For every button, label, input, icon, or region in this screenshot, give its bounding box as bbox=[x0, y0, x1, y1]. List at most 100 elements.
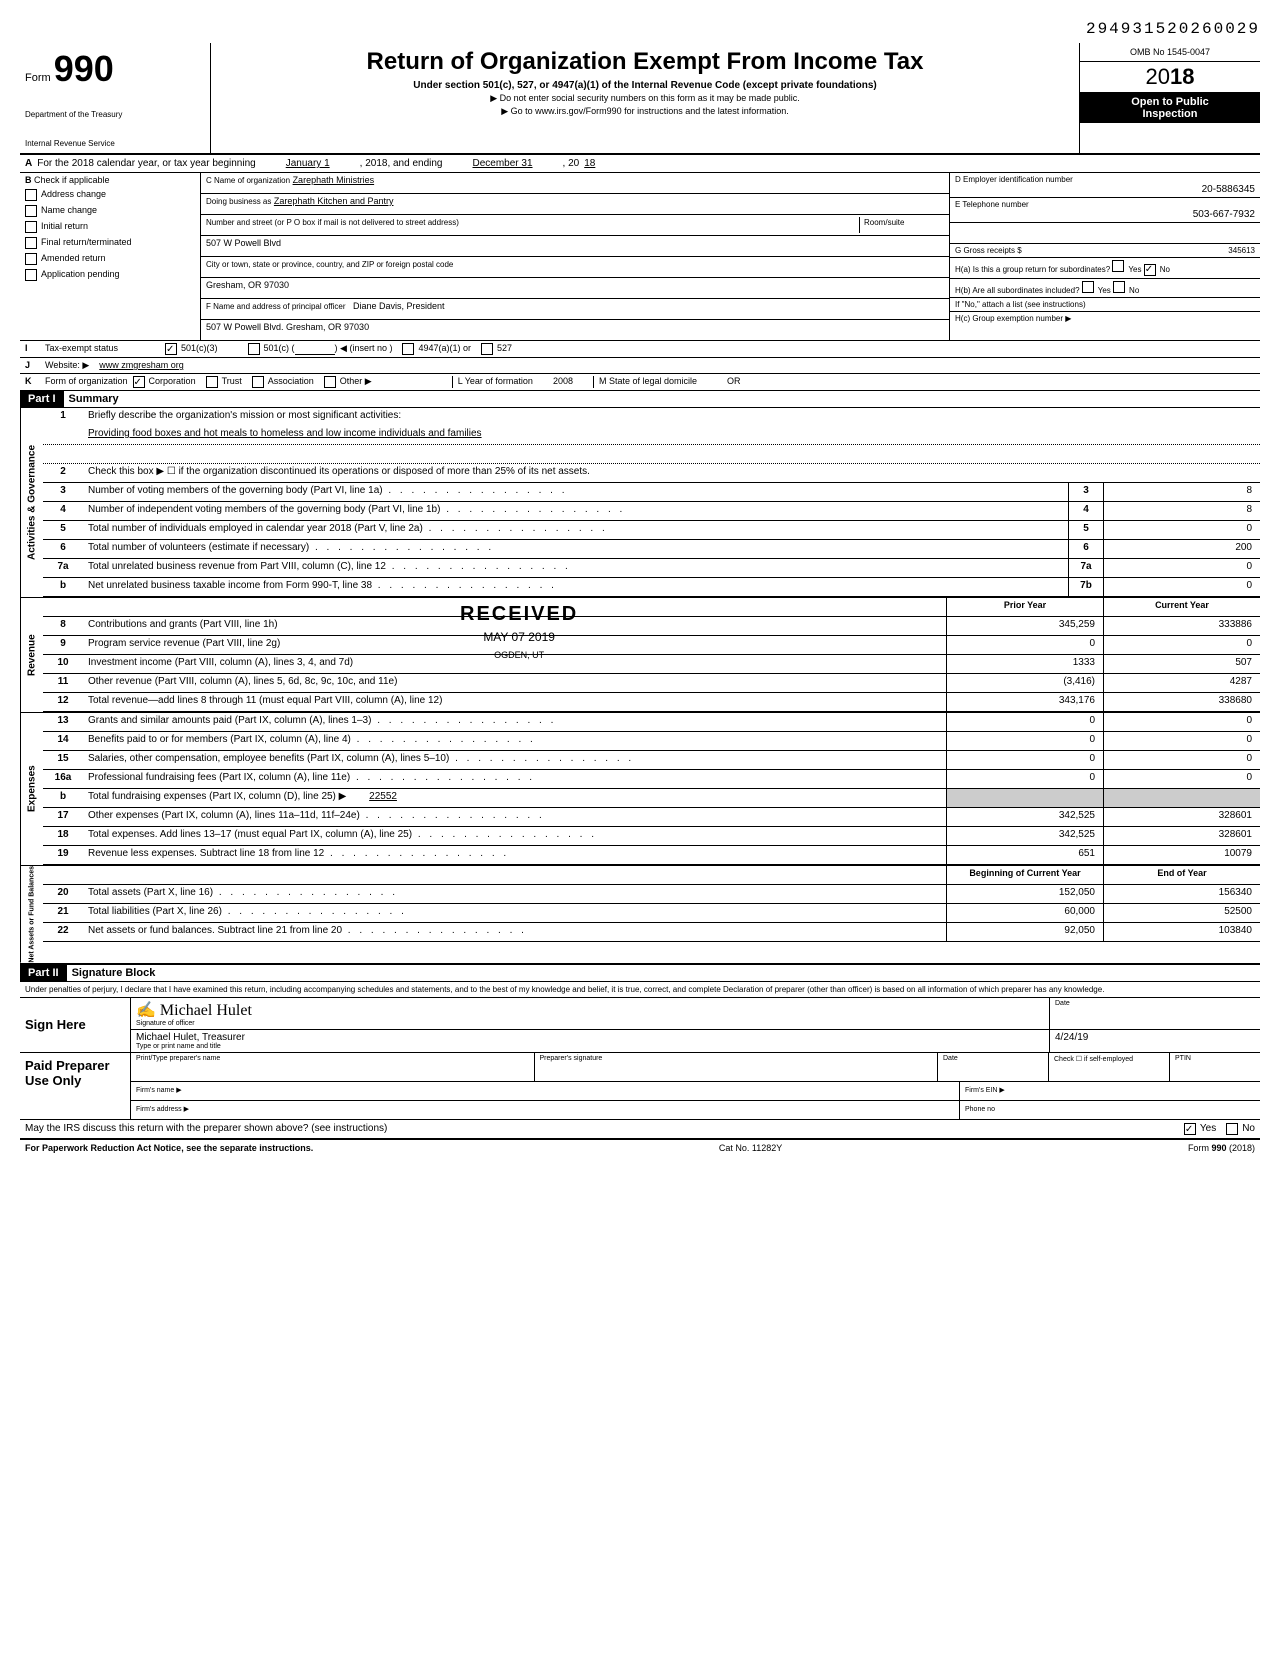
line-8: 8 Contributions and grants (Part VIII, l… bbox=[43, 617, 1260, 636]
received-stamp: RECEIVED MAY 07 2019 OGDEN, UT bbox=[460, 603, 578, 660]
irs-no[interactable] bbox=[1226, 1123, 1238, 1135]
check-final[interactable]: Final return/terminated bbox=[20, 235, 200, 251]
line-4: 4 Number of independent voting members o… bbox=[43, 502, 1260, 521]
check-address-change[interactable]: Address change bbox=[20, 187, 200, 203]
header-left: Form 990 Department of the Treasury Inte… bbox=[20, 43, 211, 153]
line-3: 3 Number of voting members of the govern… bbox=[43, 483, 1260, 502]
line-18: 18 Total expenses. Add lines 13–17 (must… bbox=[43, 827, 1260, 846]
row-i: I Tax-exempt status 501(c)(3) 501(c) ( )… bbox=[20, 341, 1260, 358]
officer-name: Diane Davis, President bbox=[353, 301, 445, 311]
check-name-change[interactable]: Name change bbox=[20, 203, 200, 219]
form-990-page: 294931520260029 Form 990 Department of t… bbox=[20, 20, 1260, 1156]
hb-no[interactable] bbox=[1113, 281, 1125, 293]
ha-yes[interactable] bbox=[1112, 260, 1124, 272]
line-5: 5 Total number of individuals employed i… bbox=[43, 521, 1260, 540]
omb-number: OMB No 1545-0047 bbox=[1080, 43, 1260, 62]
line-b: b Total fundraising expenses (Part IX, c… bbox=[43, 789, 1260, 808]
line-7a: 7a Total unrelated business revenue from… bbox=[43, 559, 1260, 578]
form-header: Form 990 Department of the Treasury Inte… bbox=[20, 43, 1260, 155]
ein: 20-5886345 bbox=[955, 184, 1255, 195]
check-527[interactable] bbox=[481, 343, 493, 355]
line-17: 17 Other expenses (Part IX, column (A), … bbox=[43, 808, 1260, 827]
state-domicile: OR bbox=[727, 376, 741, 388]
irs-yes[interactable] bbox=[1184, 1123, 1196, 1135]
line-22: 22 Net assets or fund balances. Subtract… bbox=[43, 923, 1260, 942]
line-14: 14 Benefits paid to or for members (Part… bbox=[43, 732, 1260, 751]
paid-preparer-block: Paid Preparer Use Only Print/Type prepar… bbox=[20, 1053, 1260, 1120]
side-expenses: Expenses bbox=[20, 713, 43, 865]
check-501c[interactable] bbox=[248, 343, 260, 355]
line-12: 12 Total revenue—add lines 8 through 11 … bbox=[43, 693, 1260, 712]
form-label: Form bbox=[25, 72, 51, 84]
expenses-section: Expenses 13 Grants and similar amounts p… bbox=[20, 713, 1260, 866]
side-revenue: Revenue bbox=[20, 598, 43, 712]
part-1-header: Part I bbox=[20, 391, 64, 407]
sign-date: 4/24/19 bbox=[1055, 1032, 1255, 1043]
side-activities: Activities & Governance bbox=[20, 408, 43, 597]
row-j: J Website: ▶ www zmgresham org bbox=[20, 358, 1260, 374]
perjury-declaration: Under penalties of perjury, I declare th… bbox=[20, 982, 1260, 998]
open-public: Open to Public Inspection bbox=[1080, 93, 1260, 123]
part-1-title: Summary bbox=[64, 391, 124, 407]
dept-irs: Internal Revenue Service bbox=[25, 139, 205, 148]
tax-year: 2018 bbox=[1080, 62, 1260, 93]
street-address: 507 W Powell Blvd bbox=[206, 238, 281, 248]
year-formation: 2008 bbox=[553, 376, 573, 388]
check-trust[interactable] bbox=[206, 376, 218, 388]
ha-no[interactable] bbox=[1144, 264, 1156, 276]
city-state-zip: Gresham, OR 97030 bbox=[206, 280, 289, 290]
line-10: 10 Investment income (Part VIII, column … bbox=[43, 655, 1260, 674]
check-amended[interactable]: Amended return bbox=[20, 251, 200, 267]
part-2-header: Part II bbox=[20, 965, 67, 981]
line-21: 21 Total liabilities (Part X, line 26) 6… bbox=[43, 904, 1260, 923]
check-4947[interactable] bbox=[402, 343, 414, 355]
check-initial[interactable]: Initial return bbox=[20, 219, 200, 235]
mission-text: Providing food boxes and hot meals to ho… bbox=[83, 426, 1260, 444]
activities-governance: Activities & Governance 1 Briefly descri… bbox=[20, 408, 1260, 598]
side-net-assets: Net Assets or Fund Balances bbox=[20, 866, 43, 963]
line-16a: 16a Professional fundraising fees (Part … bbox=[43, 770, 1260, 789]
row-a: A For the 2018 calendar year, or tax yea… bbox=[20, 155, 1260, 173]
website: www zmgresham org bbox=[99, 360, 184, 371]
col-c-f: C Name of organization Zarephath Ministr… bbox=[201, 173, 950, 340]
year-begin: January 1 bbox=[286, 158, 330, 169]
header-center: Return of Organization Exempt From Incom… bbox=[211, 43, 1079, 153]
line-20: 20 Total assets (Part X, line 16) 152,05… bbox=[43, 885, 1260, 904]
irs-discuss-row: May the IRS discuss this return with the… bbox=[20, 1120, 1260, 1140]
col-d-h: D Employer identification number20-58863… bbox=[950, 173, 1260, 340]
form-note-2: ▶ Go to www.irs.gov/Form990 for instruct… bbox=[216, 106, 1074, 117]
check-corp[interactable] bbox=[133, 376, 145, 388]
dba-name: Zarephath Kitchen and Pantry bbox=[274, 196, 394, 206]
part-2-title: Signature Block bbox=[67, 965, 161, 981]
officer-address: 507 W Powell Blvd. Gresham, OR 97030 bbox=[206, 322, 369, 332]
hb-yes[interactable] bbox=[1082, 281, 1094, 293]
form-subtitle: Under section 501(c), 527, or 4947(a)(1)… bbox=[216, 80, 1074, 91]
document-id: 294931520260029 bbox=[20, 20, 1260, 38]
dept-treasury: Department of the Treasury bbox=[25, 110, 205, 119]
line-13: 13 Grants and similar amounts paid (Part… bbox=[43, 713, 1260, 732]
phone: 503-667-7932 bbox=[955, 209, 1255, 220]
check-assoc[interactable] bbox=[252, 376, 264, 388]
form-number: 990 bbox=[54, 48, 114, 89]
year-end: December 31 bbox=[473, 158, 533, 169]
check-pending[interactable]: Application pending bbox=[20, 267, 200, 283]
check-501c3[interactable] bbox=[165, 343, 177, 355]
header-right: OMB No 1545-0047 2018 Open to Public Ins… bbox=[1079, 43, 1260, 153]
row-k: K Form of organization Corporation Trust… bbox=[20, 374, 1260, 391]
org-name: Zarephath Ministries bbox=[293, 175, 375, 185]
line-11: 11 Other revenue (Part VIII, column (A),… bbox=[43, 674, 1260, 693]
form-title: Return of Organization Exempt From Incom… bbox=[216, 48, 1074, 76]
line-6: 6 Total number of volunteers (estimate i… bbox=[43, 540, 1260, 559]
form-note-1: ▶ Do not enter social security numbers o… bbox=[216, 93, 1074, 104]
net-assets-section: Net Assets or Fund Balances Beginning of… bbox=[20, 866, 1260, 965]
line-15: 15 Salaries, other compensation, employe… bbox=[43, 751, 1260, 770]
sign-here-block: Sign Here ✍ Michael Hulet Signature of o… bbox=[20, 998, 1260, 1053]
revenue-section: Revenue Prior Year Current Year 8 Contri… bbox=[20, 598, 1260, 713]
line-b: b Net unrelated business taxable income … bbox=[43, 578, 1260, 597]
officer-print-name: Michael Hulet, Treasurer bbox=[136, 1032, 1044, 1043]
check-other[interactable] bbox=[324, 376, 336, 388]
signature: ✍ Michael Hulet bbox=[136, 1000, 1044, 1020]
line-19: 19 Revenue less expenses. Subtract line … bbox=[43, 846, 1260, 865]
line-9: 9 Program service revenue (Part VIII, li… bbox=[43, 636, 1260, 655]
col-b-checks: B Check if applicable Address change Nam… bbox=[20, 173, 201, 340]
